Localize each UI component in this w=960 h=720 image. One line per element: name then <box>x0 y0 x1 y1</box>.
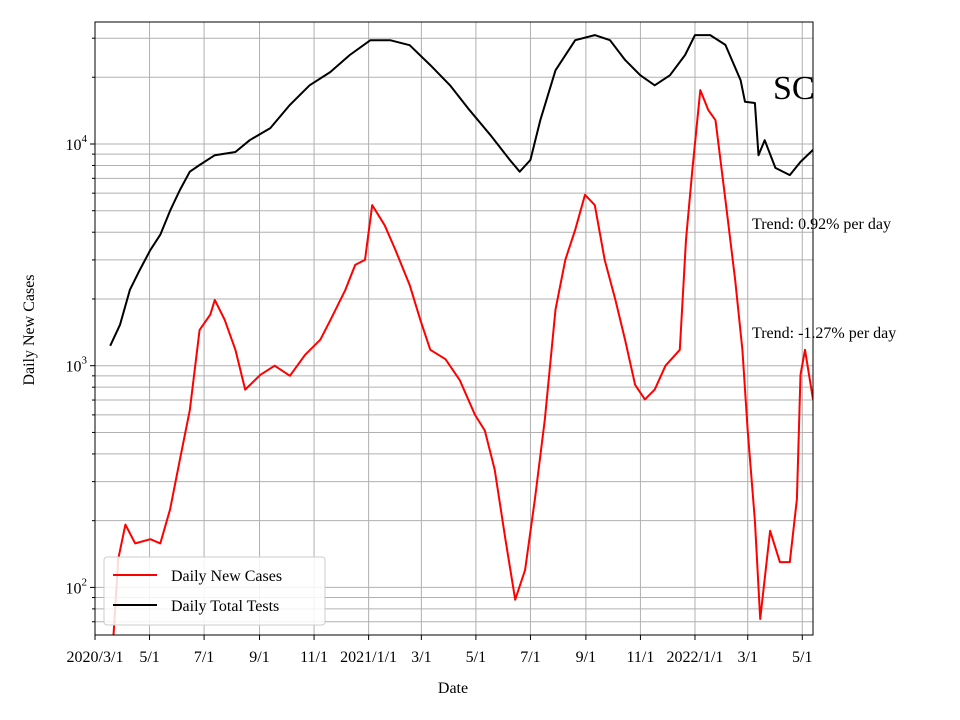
legend: Daily New Cases Daily Total Tests <box>103 556 326 626</box>
legend-label-tests: Daily Total Tests <box>171 598 279 615</box>
x-tick-label: 7/1 <box>194 649 214 666</box>
y-tick-label-exponent: 4 <box>82 133 88 145</box>
x-tick-label: 2022/1/1 <box>667 649 724 666</box>
y-tick-label-exponent: 2 <box>82 576 88 588</box>
y-tick-label-base: 10 <box>66 137 82 154</box>
series-lines <box>109 34 813 635</box>
x-tick-label: 9/1 <box>576 649 596 666</box>
plot-frame <box>94 21 814 636</box>
trend-annotation-cases: Trend: -1.27% per day <box>752 325 896 342</box>
chart-title: SC <box>773 70 815 107</box>
x-axis: 2020/3/1 5/1 7/1 9/1 11/1 2021/1/1 3/1 5/1 7/1 9/… <box>67 635 812 666</box>
x-tick-label: 5/1 <box>139 649 159 666</box>
legend-label-cases: Daily New Cases <box>171 568 282 585</box>
x-tick-label: 9/1 <box>249 649 269 666</box>
y-tick-label-base: 10 <box>66 580 82 597</box>
y-tick-label: 102 <box>66 576 88 597</box>
x-tick-label: 5/1 <box>792 649 812 666</box>
x-axis-label: Date <box>438 680 468 697</box>
y-tick-label-base: 10 <box>66 359 82 376</box>
x-tick-label: 2020/3/1 <box>67 649 124 666</box>
legend-box <box>103 556 326 626</box>
y-tick-label: 104 <box>66 133 88 154</box>
grid <box>94 22 813 635</box>
y-tick-label-exponent: 3 <box>82 355 88 367</box>
x-tick-label: 2021/1/1 <box>340 649 397 666</box>
x-tick-label: 11/1 <box>300 649 328 666</box>
x-tick-label: 5/1 <box>466 649 486 666</box>
daily-total-tests-line <box>109 34 813 347</box>
x-tick-label: 3/1 <box>411 649 431 666</box>
x-tick-label: 3/1 <box>738 649 758 666</box>
trend-annotation-tests: Trend: 0.92% per day <box>752 216 891 233</box>
y-tick-label: 103 <box>66 355 88 376</box>
x-tick-label: 7/1 <box>520 649 540 666</box>
y-axis-label: Daily New Cases <box>21 274 38 385</box>
x-tick-label: 11/1 <box>626 649 654 666</box>
daily-new-cases-line <box>112 89 813 635</box>
